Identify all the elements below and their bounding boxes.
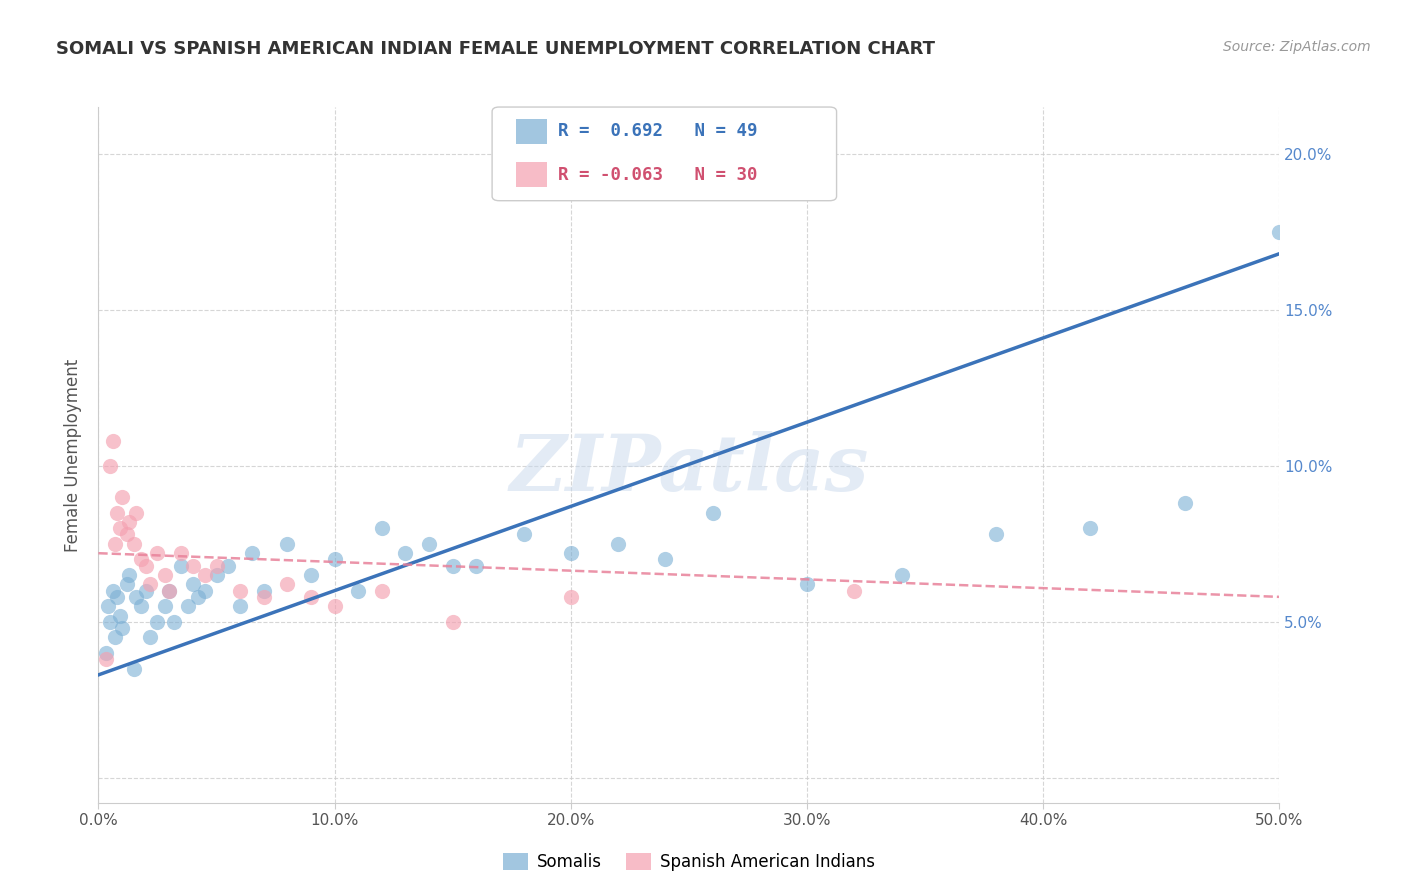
Point [240, 546, 263, 560]
Point [118, 568, 141, 582]
Point [465, 558, 488, 573]
Point [104, 537, 127, 551]
Point [170, 558, 193, 573]
Point [418, 537, 440, 551]
Point [181, 577, 204, 591]
Point [98, 615, 121, 629]
Point [890, 568, 912, 582]
Point [105, 590, 128, 604]
Point [276, 537, 298, 551]
Point [654, 552, 676, 566]
Point [702, 506, 724, 520]
Point [146, 615, 169, 629]
Point [371, 521, 394, 535]
Point [560, 590, 582, 604]
Point [157, 583, 180, 598]
Y-axis label: Female Unemployment: Female Unemployment [65, 359, 83, 551]
Point [129, 599, 152, 614]
Point [844, 583, 866, 598]
Point [135, 558, 157, 573]
Point [153, 599, 176, 614]
Point [94, 646, 117, 660]
Point [108, 521, 131, 535]
Point [205, 568, 228, 582]
Point [194, 568, 217, 582]
Point [98, 458, 121, 473]
Point [125, 590, 148, 604]
Text: ZIPatlas: ZIPatlas [509, 431, 869, 507]
Point [229, 599, 252, 614]
Point [607, 537, 630, 551]
Point [194, 583, 217, 598]
Point [253, 583, 276, 598]
Point [122, 537, 145, 551]
Point [560, 546, 582, 560]
Point [170, 546, 193, 560]
Point [125, 506, 148, 520]
Point [187, 590, 209, 604]
Text: SOMALI VS SPANISH AMERICAN INDIAN FEMALE UNEMPLOYMENT CORRELATION CHART: SOMALI VS SPANISH AMERICAN INDIAN FEMALE… [56, 40, 935, 58]
Point [205, 558, 228, 573]
Point [105, 506, 128, 520]
Point [323, 552, 346, 566]
Point [111, 621, 134, 635]
Point [217, 558, 239, 573]
Point [101, 583, 124, 598]
Point [115, 577, 138, 591]
Point [157, 583, 180, 598]
Text: R =  0.692   N = 49: R = 0.692 N = 49 [558, 122, 758, 140]
Point [97, 599, 120, 614]
Point [153, 568, 176, 582]
Point [276, 577, 298, 591]
Point [984, 527, 1007, 541]
Point [181, 558, 204, 573]
Point [177, 599, 200, 614]
Point [394, 546, 416, 560]
Point [441, 558, 464, 573]
Point [512, 527, 534, 541]
Point [1268, 225, 1291, 239]
Point [441, 615, 464, 629]
Point [299, 590, 322, 604]
Text: R = -0.063   N = 30: R = -0.063 N = 30 [558, 166, 758, 184]
Point [139, 631, 162, 645]
Point [299, 568, 322, 582]
Point [253, 590, 276, 604]
Point [229, 583, 252, 598]
Point [139, 577, 162, 591]
Point [371, 583, 394, 598]
Point [323, 599, 346, 614]
Point [129, 552, 152, 566]
Point [111, 490, 134, 504]
Point [94, 652, 117, 666]
Point [163, 615, 186, 629]
Point [1174, 496, 1197, 510]
Text: Source: ZipAtlas.com: Source: ZipAtlas.com [1223, 40, 1371, 54]
Point [108, 608, 131, 623]
Point [347, 583, 370, 598]
Point [118, 515, 141, 529]
Point [115, 527, 138, 541]
Point [101, 434, 124, 448]
Point [104, 631, 127, 645]
Point [146, 546, 169, 560]
Point [135, 583, 157, 598]
Point [1080, 521, 1102, 535]
Point [796, 577, 818, 591]
Legend: Somalis, Spanish American Indians: Somalis, Spanish American Indians [496, 847, 882, 878]
Point [122, 662, 145, 676]
